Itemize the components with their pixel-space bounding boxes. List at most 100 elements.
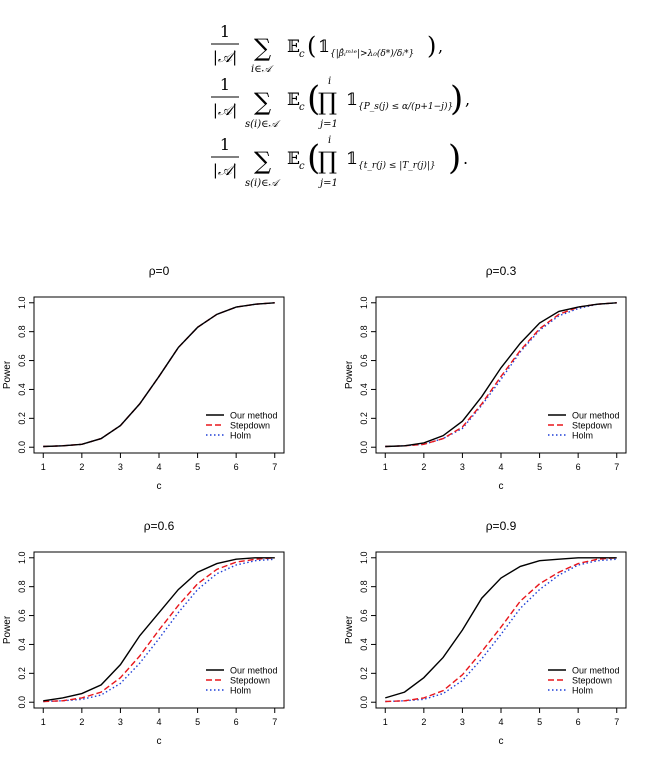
y-tick-label: 0.4 <box>17 638 27 651</box>
x-tick-label: 1 <box>383 462 388 472</box>
legend-label: Stepdown <box>572 676 612 686</box>
legend-label: Stepdown <box>230 421 270 431</box>
x-tick-label: 6 <box>234 462 239 472</box>
x-axis: 1 2 3 4 5 6 7 <box>383 453 619 472</box>
equation-3: 1 |𝒜| ∑ s(i)∈𝒜 𝔼 c ( i ∏ j=1 𝟙 {t_r(j) ≤… <box>211 135 468 189</box>
y-axis: 0.0 0.2 0.4 0.6 0.8 1.0 <box>359 297 376 454</box>
eq1-indicator-sub: {|β̂ᵢᵐˡᵉ|>λ₀(δ*)/δᵢ*} <box>330 48 414 59</box>
x-tick-label: 4 <box>498 462 503 472</box>
legend-label: Our method <box>572 411 620 421</box>
series-line-our-method <box>385 557 617 699</box>
eq3-expectation-sub: c <box>299 161 305 172</box>
x-axis: 1 2 3 4 5 6 7 <box>41 453 277 472</box>
y-tick-label: 0.2 <box>359 412 369 425</box>
legend-label: Our method <box>230 411 278 421</box>
eq3-indicator: 𝟙 <box>346 149 358 169</box>
eq1-expectation: 𝔼 <box>287 37 300 57</box>
y-tick-label: 0.2 <box>17 412 27 425</box>
series-lines <box>385 557 617 703</box>
y-tick-label: 0.6 <box>359 354 369 367</box>
x-tick-label: 5 <box>195 462 200 472</box>
eq3-sum-symbol: ∑ <box>254 147 271 175</box>
legend-label: Our method <box>572 666 620 676</box>
series-line-our-method <box>385 302 617 448</box>
y-tick-label: 0.8 <box>17 580 27 593</box>
x-tick-label: 5 <box>537 717 542 727</box>
y-tick-label: 1.0 <box>17 552 27 565</box>
eq3-sum-index: s(i)∈𝒜 <box>245 178 282 189</box>
x-tick-label: 6 <box>576 462 581 472</box>
chart-panel-2: ρ=0.3 1 2 3 4 5 6 7 c 0.0 0.2 0.4 0.6 0.8 1.0 Power Our … <box>344 264 627 492</box>
x-tick-label: 1 <box>383 717 388 727</box>
eq2-sum-symbol: ∑ <box>254 88 271 116</box>
legend-label: Stepdown <box>230 676 270 686</box>
eq3-product-bottom: j=1 <box>318 178 338 189</box>
legend-label: Our method <box>230 666 278 676</box>
y-tick-label: 0.6 <box>17 354 27 367</box>
x-axis-label: c <box>499 481 504 492</box>
legend-label: Stepdown <box>572 421 612 431</box>
y-axis-label: Power <box>344 615 355 644</box>
eq2-expectation-sub: c <box>299 102 305 113</box>
series-line-stepdown <box>385 302 617 448</box>
x-axis-label: c <box>157 481 162 492</box>
eq3-trailing: . <box>463 149 468 168</box>
y-axis: 0.0 0.2 0.4 0.6 0.8 1.0 <box>359 552 376 708</box>
x-tick-label: 7 <box>614 717 619 727</box>
chart-panel-3: ρ=0.6 1 2 3 4 5 6 7 c 0.0 0.2 0.4 0.6 0.8 1.0 Power Our … <box>2 519 285 747</box>
series-line-stepdown <box>43 557 275 703</box>
x-tick-label: 6 <box>576 717 581 727</box>
y-tick-label: 1.0 <box>17 297 27 310</box>
x-axis-label: c <box>499 736 504 747</box>
eq1-fraction-denominator: |𝒜| <box>213 48 237 66</box>
eq1-sum-symbol: ∑ <box>254 34 271 62</box>
eq1-sum-index: i∈𝒜 <box>251 64 275 75</box>
eq2-fraction-numerator: 1 <box>220 75 230 94</box>
x-tick-label: 3 <box>118 717 123 727</box>
eq2-product-symbol: ∏ <box>318 88 337 116</box>
series-line-our-method <box>43 302 275 448</box>
eq3-product-symbol: ∏ <box>318 147 337 175</box>
chart-title: ρ=0 <box>149 264 170 278</box>
eq3-right-paren: ) <box>448 138 461 178</box>
eq3-left-paren: ( <box>307 138 320 178</box>
x-tick-label: 7 <box>272 462 277 472</box>
y-tick-label: 0.0 <box>17 696 27 709</box>
series-line-holm <box>43 558 275 703</box>
legend-label: Holm <box>230 431 251 441</box>
chart-title: ρ=0.6 <box>144 519 175 533</box>
chart-panel-1: ρ=0 1 2 3 4 5 6 7 c 0.0 0.2 0.4 0.6 0.8 1.0 Power Our me… <box>2 264 285 492</box>
x-tick-label: 1 <box>41 717 46 727</box>
x-tick-label: 2 <box>421 717 426 727</box>
legend-label: Holm <box>230 686 251 696</box>
eq1-fraction-numerator: 1 <box>220 22 230 41</box>
y-tick-label: 0.2 <box>17 667 27 680</box>
x-tick-label: 4 <box>156 717 161 727</box>
x-tick-label: 7 <box>272 717 277 727</box>
y-tick-label: 0.8 <box>17 325 27 338</box>
y-tick-label: 0.4 <box>359 383 369 396</box>
eq2-indicator-sub: {P_s(j) ≤ α/(p+1−j)} <box>358 101 453 112</box>
series-line-stepdown <box>385 557 617 703</box>
eq3-indicator-sub: {t_r(j) ≤ |T_r(j)|} <box>358 160 436 171</box>
y-tick-label: 0.8 <box>359 325 369 338</box>
eq1-right-paren: ) <box>427 32 436 60</box>
x-tick-label: 5 <box>537 462 542 472</box>
y-axis-label: Power <box>2 360 13 389</box>
x-tick-label: 6 <box>234 717 239 727</box>
x-tick-label: 2 <box>421 462 426 472</box>
y-tick-label: 1.0 <box>359 552 369 565</box>
eq1-expectation-sub: c <box>299 49 305 60</box>
legend-label: Holm <box>572 686 593 696</box>
x-tick-label: 4 <box>156 462 161 472</box>
y-axis: 0.0 0.2 0.4 0.6 0.8 1.0 <box>17 297 34 453</box>
x-tick-label: 3 <box>460 717 465 727</box>
y-tick-label: 0.0 <box>359 441 369 454</box>
chart-title: ρ=0.9 <box>486 519 517 533</box>
eq2-left-paren: ( <box>307 79 320 119</box>
equations-block: 1 |𝒜| ∑ i∈𝒜 𝔼 c ( 𝟙 {|β̂ᵢᵐˡᵉ|>λ₀(δ*)/δᵢ*… <box>211 22 470 189</box>
y-tick-label: 1.0 <box>359 297 369 310</box>
x-tick-label: 5 <box>195 717 200 727</box>
